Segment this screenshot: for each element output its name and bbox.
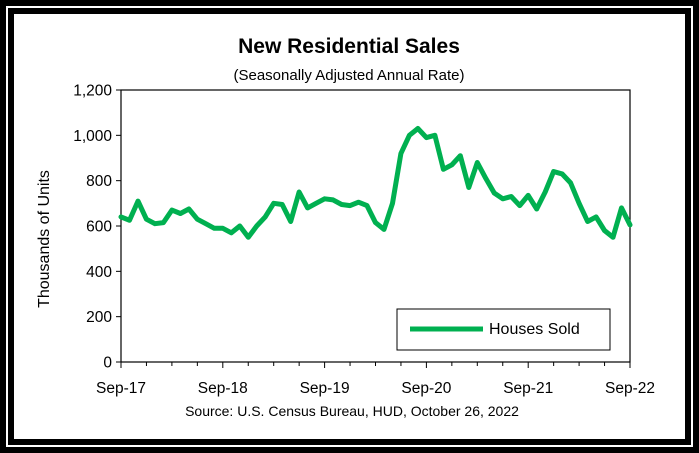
data-point — [441, 167, 446, 172]
y-tick-label: 200 — [86, 309, 112, 326]
x-tick-label: Sep-20 — [401, 380, 451, 397]
chart-subtitle: (Seasonally Adjusted Annual Rate) — [234, 67, 465, 84]
series-layer — [118, 126, 633, 240]
data-point — [195, 217, 200, 222]
data-point — [271, 201, 276, 206]
y-axis-label: Thousands of Units — [36, 170, 53, 308]
data-point — [619, 205, 624, 211]
data-point — [390, 201, 395, 206]
data-point — [220, 226, 225, 231]
y-tick-label: 600 — [86, 219, 112, 236]
data-point — [263, 214, 268, 220]
legend-label: Houses Sold — [489, 321, 580, 338]
data-point — [509, 194, 514, 199]
y-tick-label: 1,000 — [73, 128, 112, 145]
data-point — [534, 206, 539, 212]
data-point — [526, 193, 531, 198]
data-point — [432, 133, 438, 138]
y-tick-label: 0 — [103, 355, 112, 372]
data-point — [517, 203, 522, 208]
y-tick-label: 400 — [86, 264, 112, 281]
data-point — [542, 189, 548, 195]
x-tick-label: Sep-18 — [198, 380, 248, 397]
data-point — [576, 201, 582, 206]
data-point — [449, 162, 455, 167]
source-note: Source: U.S. Census Bureau, HUD, October… — [185, 403, 519, 419]
data-point — [347, 203, 353, 208]
data-point — [212, 226, 217, 231]
chart-title: New Residential Sales — [238, 35, 460, 58]
data-point — [178, 211, 183, 216]
data-point — [279, 202, 285, 207]
x-tick-label: Sep-19 — [300, 380, 350, 397]
data-point — [500, 196, 505, 201]
data-point — [381, 227, 387, 232]
x-axis-ticks: Sep-17 Sep-18 Sep-19 Sep-20 Sep-21 Sep-22 — [96, 362, 655, 397]
data-point — [398, 151, 404, 156]
data-point — [246, 235, 251, 240]
data-point — [229, 230, 234, 235]
data-point — [169, 207, 175, 213]
data-point — [483, 176, 488, 181]
data-point — [203, 221, 209, 226]
x-tick-label: Sep-21 — [503, 380, 553, 397]
data-point — [424, 135, 429, 140]
data-point — [585, 219, 590, 224]
data-point — [144, 217, 149, 222]
data-point — [161, 220, 166, 225]
data-point — [627, 222, 633, 228]
data-point — [322, 196, 327, 201]
data-point — [373, 220, 378, 225]
data-point — [127, 218, 132, 223]
data-point — [237, 223, 242, 229]
data-point — [364, 203, 370, 208]
data-point — [407, 133, 412, 138]
data-point — [602, 228, 607, 233]
x-tick-label: Sep-17 — [96, 380, 146, 397]
data-point — [288, 219, 293, 224]
data-point — [339, 202, 344, 207]
data-point — [330, 197, 336, 203]
data-point — [118, 214, 124, 220]
data-point — [475, 160, 480, 165]
y-axis-ticks: 0 200 400 600 800 1,000 1,200 — [73, 83, 121, 372]
data-point — [466, 185, 472, 190]
data-point — [254, 223, 259, 229]
data-point — [593, 214, 599, 220]
chart-panel — [14, 14, 685, 439]
y-tick-label: 1,200 — [73, 83, 112, 100]
data-point — [135, 198, 141, 204]
y-tick-label: 800 — [86, 173, 112, 190]
data-point — [296, 189, 302, 195]
data-point — [356, 200, 361, 205]
data-point — [610, 235, 616, 240]
x-tick-label: Sep-22 — [605, 380, 655, 397]
data-point — [415, 126, 421, 131]
data-point — [186, 206, 192, 212]
data-point — [492, 190, 497, 196]
data-point — [568, 180, 573, 186]
data-point — [458, 153, 463, 158]
data-point — [152, 221, 158, 226]
data-point — [313, 201, 319, 206]
data-point — [551, 169, 556, 174]
data-point — [559, 171, 565, 177]
legend: Houses Sold — [396, 308, 611, 351]
data-point — [305, 205, 310, 211]
